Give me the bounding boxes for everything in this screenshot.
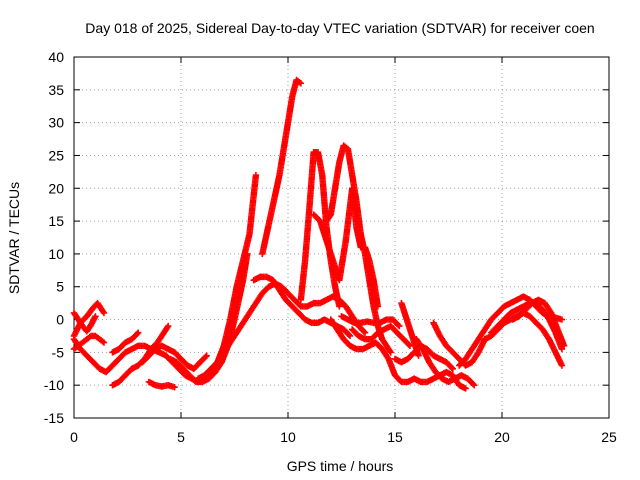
y-tick-label: 35 [48, 82, 64, 98]
y-tick-label: 20 [48, 180, 64, 196]
series-arc-25 [488, 299, 566, 353]
data-point [448, 364, 455, 371]
series-arc-6 [109, 329, 142, 356]
data-point [345, 331, 353, 339]
x-tick-label: 0 [70, 429, 78, 445]
plot-frame [73, 56, 610, 419]
data-point [386, 347, 394, 355]
data-point [374, 303, 382, 310]
x-tick-label: 25 [601, 429, 617, 445]
data-point [133, 330, 141, 337]
data-point [100, 309, 108, 317]
series-arc-16 [310, 185, 382, 310]
axis-ticks [73, 56, 610, 419]
data-point [469, 380, 477, 388]
chart-title: Day 018 of 2025, Sidereal Day-to-day VTE… [85, 20, 594, 36]
series-arc-22 [413, 336, 478, 389]
data-point [449, 365, 456, 372]
y-tick-label: 30 [48, 115, 64, 131]
series-arc-12 [250, 273, 354, 340]
data-point [405, 341, 413, 348]
series-arc-2 [70, 309, 99, 335]
y-tick-label: 25 [48, 147, 64, 163]
series-arc-7 [145, 378, 178, 391]
series-arc-4 [70, 332, 108, 353]
x-tick-label: 20 [494, 429, 510, 445]
y-axis-tick-labels: -15 -10 -5 0 5 10 15 20 25 30 35 40 [44, 49, 64, 426]
x-tick-label: 15 [387, 429, 403, 445]
data-point [415, 352, 422, 359]
data-point [100, 339, 108, 346]
y-tick-label: -10 [44, 377, 64, 393]
data-point [336, 303, 343, 310]
data-point [203, 352, 210, 359]
y-tick-label: 5 [56, 279, 64, 295]
data-point [560, 342, 568, 349]
data-point [202, 353, 209, 360]
data-point [164, 322, 172, 330]
series-arc-9 [167, 250, 251, 386]
y-axis-label: SDTVAR / TECUs [6, 182, 22, 294]
data-point [361, 329, 369, 336]
series-arc-17 [327, 316, 469, 392]
series-arc-14 [297, 148, 343, 310]
data-marks [70, 76, 568, 392]
data-point [558, 345, 566, 353]
series-arc-19 [338, 313, 403, 330]
series-arc-18 [349, 322, 414, 349]
data-point [297, 80, 305, 87]
x-axis-tick-labels: 0 5 10 15 20 25 [70, 429, 617, 445]
data-point [470, 381, 478, 389]
data-point [558, 316, 566, 323]
series-arc-27 [509, 296, 568, 349]
x-tick-label: 10 [280, 429, 296, 445]
data-point [387, 349, 394, 356]
y-tick-label: -5 [52, 344, 65, 360]
data-point [164, 324, 171, 331]
data-point [396, 322, 403, 330]
x-axis-label: GPS time / hours [287, 458, 394, 474]
data-point [135, 329, 142, 336]
series-arc-13 [259, 76, 305, 258]
data-point [360, 328, 368, 335]
x-tick-label: 5 [177, 429, 185, 445]
y-tick-label: 10 [48, 246, 64, 262]
series-arc-10 [139, 342, 210, 372]
y-tick-label: 0 [56, 312, 64, 328]
data-point [252, 171, 260, 179]
series-arc-26 [481, 309, 566, 369]
data-point [92, 313, 99, 320]
data-point [395, 321, 402, 329]
data-point [558, 362, 566, 369]
series-arc-23 [430, 319, 489, 369]
data-point [171, 383, 178, 391]
data-point [346, 332, 354, 340]
y-tick-label: -15 [44, 410, 64, 426]
y-tick-label: 40 [48, 49, 64, 65]
y-tick-label: 15 [48, 213, 64, 229]
data-point [244, 250, 251, 258]
data-point [462, 385, 469, 392]
